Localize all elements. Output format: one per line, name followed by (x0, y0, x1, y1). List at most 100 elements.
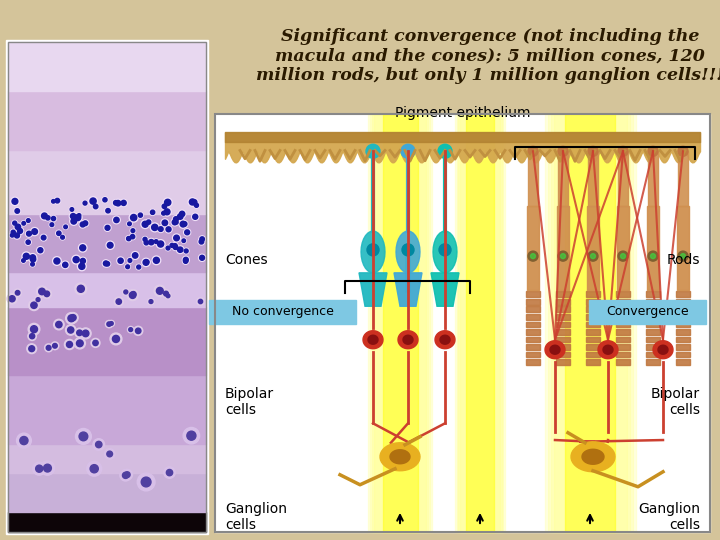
Polygon shape (586, 314, 600, 320)
Circle shape (180, 221, 186, 227)
Circle shape (45, 344, 53, 352)
Circle shape (131, 229, 135, 233)
Polygon shape (394, 273, 422, 306)
Circle shape (125, 264, 130, 269)
Circle shape (148, 238, 155, 246)
Polygon shape (526, 352, 540, 357)
Polygon shape (616, 352, 630, 357)
Polygon shape (398, 330, 418, 349)
Circle shape (528, 146, 538, 156)
Polygon shape (616, 314, 630, 320)
Circle shape (181, 238, 186, 243)
Circle shape (63, 262, 68, 267)
Circle shape (143, 238, 147, 241)
Circle shape (53, 319, 64, 330)
Circle shape (367, 244, 379, 256)
Circle shape (45, 215, 51, 221)
Circle shape (150, 223, 159, 232)
Polygon shape (433, 231, 457, 273)
Bar (544, 114, 636, 532)
Circle shape (70, 208, 73, 211)
Circle shape (122, 289, 129, 295)
Polygon shape (676, 336, 690, 342)
Polygon shape (646, 314, 660, 320)
Circle shape (678, 251, 688, 261)
Circle shape (14, 208, 20, 214)
Circle shape (75, 283, 86, 295)
Circle shape (158, 241, 163, 247)
Circle shape (153, 258, 159, 264)
Circle shape (129, 328, 132, 332)
Polygon shape (646, 329, 660, 335)
Circle shape (170, 244, 174, 247)
Circle shape (174, 245, 178, 249)
Circle shape (105, 225, 110, 230)
Circle shape (129, 213, 138, 222)
Circle shape (77, 330, 82, 335)
Polygon shape (617, 206, 629, 289)
Circle shape (127, 222, 131, 226)
Circle shape (9, 296, 15, 302)
Circle shape (91, 339, 100, 347)
Circle shape (618, 146, 628, 156)
Circle shape (124, 290, 127, 294)
Circle shape (131, 252, 139, 259)
Circle shape (51, 199, 56, 204)
Circle shape (46, 215, 50, 220)
Circle shape (127, 258, 132, 263)
Circle shape (26, 240, 30, 244)
Circle shape (25, 239, 31, 245)
Circle shape (15, 209, 19, 213)
Bar (374, 114, 426, 532)
Circle shape (74, 338, 86, 349)
Circle shape (83, 201, 87, 205)
Circle shape (68, 327, 74, 333)
Polygon shape (440, 335, 450, 344)
Circle shape (184, 249, 188, 253)
Circle shape (143, 260, 149, 265)
Bar (551, 114, 629, 532)
Circle shape (558, 251, 568, 261)
Circle shape (191, 199, 198, 206)
Circle shape (198, 299, 202, 303)
Circle shape (50, 215, 56, 221)
Bar (8, 42, 206, 91)
Circle shape (69, 212, 77, 220)
Polygon shape (556, 336, 570, 342)
Polygon shape (526, 299, 540, 305)
Circle shape (40, 461, 55, 475)
Polygon shape (646, 321, 660, 327)
Circle shape (174, 217, 179, 221)
Circle shape (94, 204, 98, 209)
Circle shape (131, 292, 136, 297)
Circle shape (192, 213, 199, 220)
Circle shape (32, 462, 45, 475)
Polygon shape (556, 344, 570, 350)
Polygon shape (556, 307, 570, 312)
Circle shape (93, 438, 104, 450)
Circle shape (172, 243, 178, 248)
Circle shape (71, 219, 76, 224)
Circle shape (15, 224, 21, 230)
Circle shape (129, 290, 138, 299)
Circle shape (127, 221, 132, 226)
Text: Pigment epithelium: Pigment epithelium (395, 106, 530, 120)
Circle shape (57, 231, 61, 235)
Text: No convergence: No convergence (232, 306, 333, 319)
Circle shape (174, 235, 179, 241)
Circle shape (63, 224, 68, 230)
Circle shape (194, 203, 199, 207)
Circle shape (32, 229, 37, 234)
Circle shape (188, 198, 197, 206)
Circle shape (141, 477, 151, 487)
Circle shape (112, 200, 119, 206)
Circle shape (590, 254, 595, 259)
Circle shape (120, 199, 127, 207)
Circle shape (26, 218, 31, 223)
Circle shape (115, 200, 121, 206)
Circle shape (141, 220, 150, 228)
Circle shape (148, 240, 154, 245)
Circle shape (179, 211, 185, 217)
Circle shape (152, 224, 158, 231)
Circle shape (105, 207, 111, 214)
